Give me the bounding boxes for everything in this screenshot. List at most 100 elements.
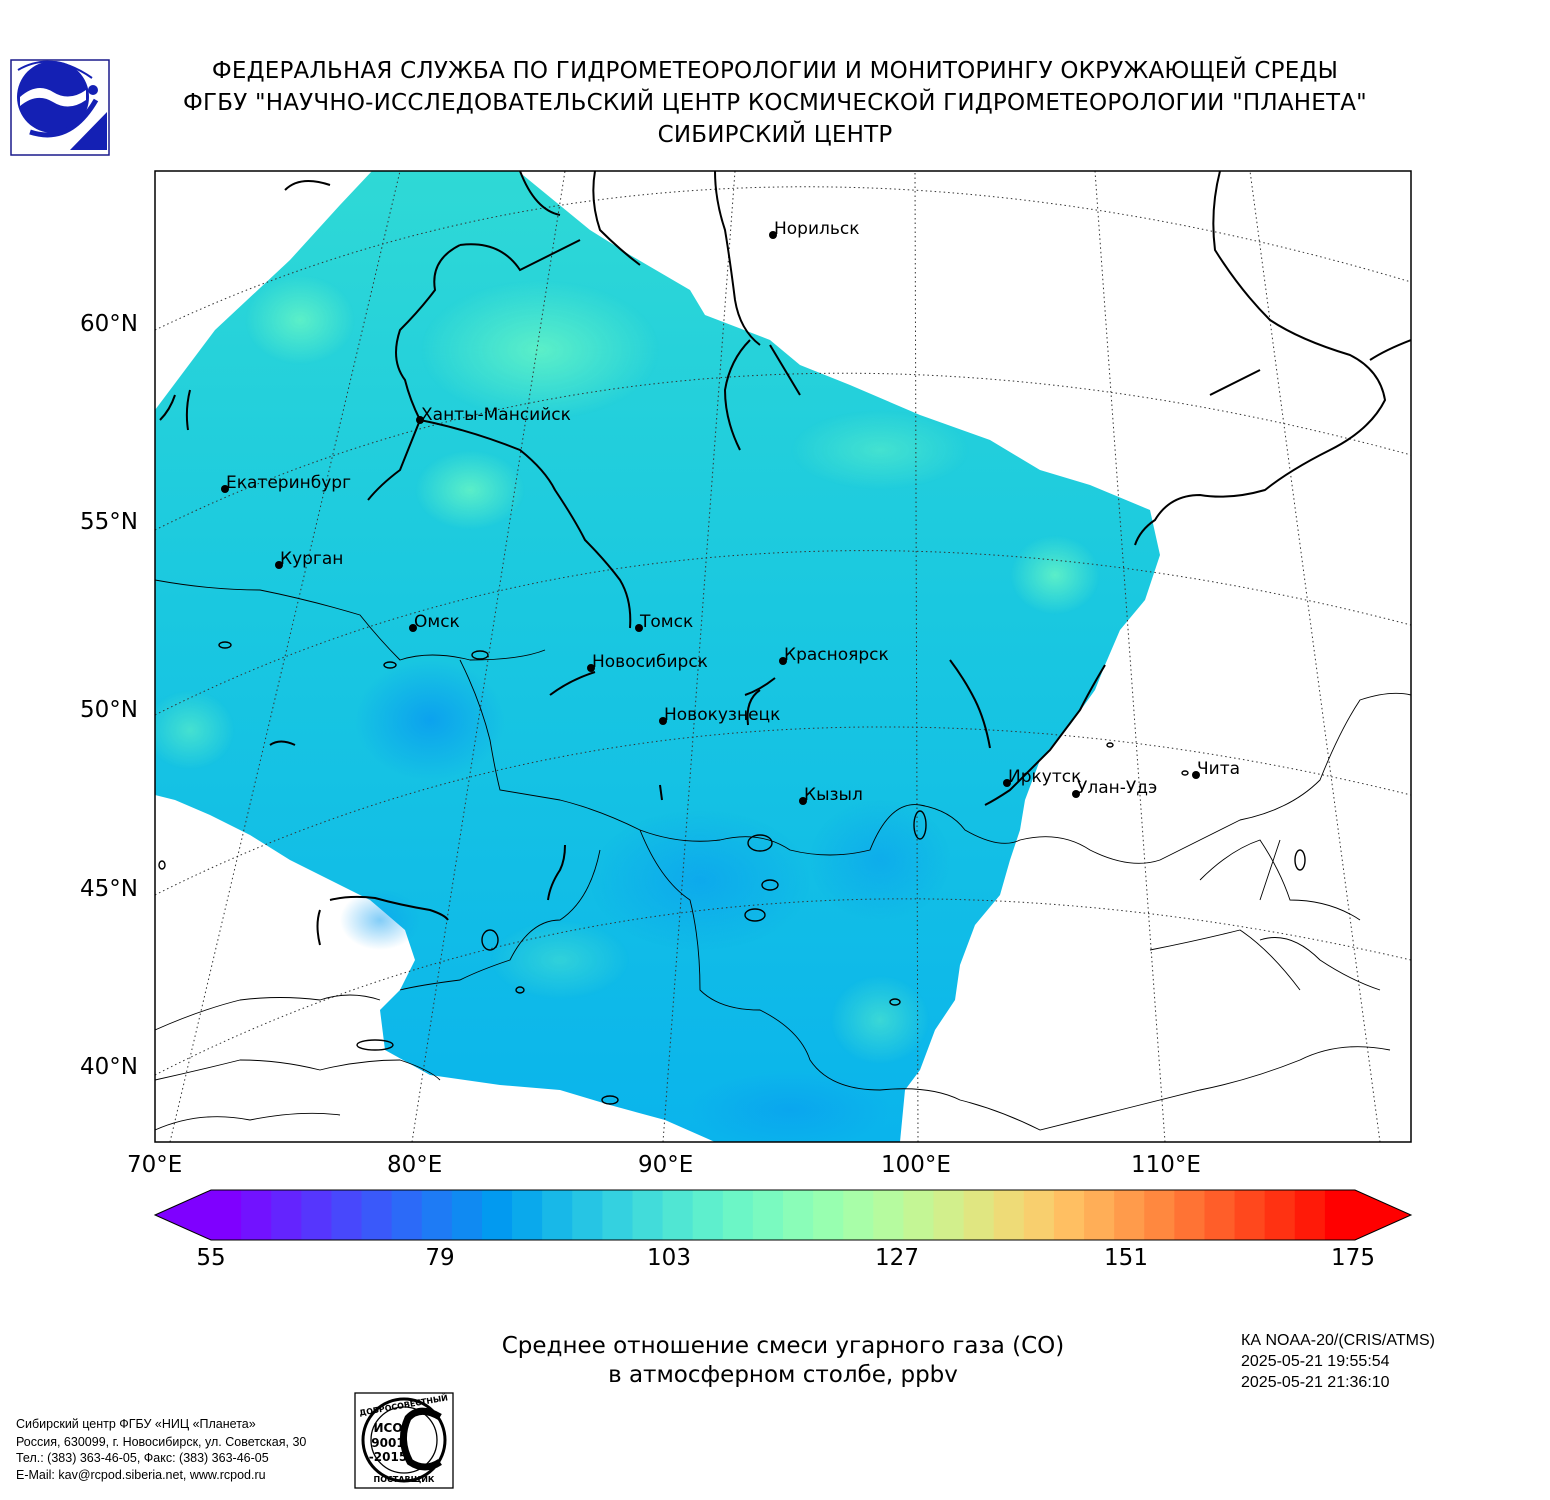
colorbar-segment bbox=[783, 1190, 814, 1240]
borders bbox=[155, 579, 1411, 1131]
svg-text:Кызыл: Кызыл bbox=[804, 785, 863, 805]
lon-label-90: 90°E bbox=[638, 1152, 694, 1178]
city-tomsk: Томск bbox=[635, 612, 693, 632]
colorbar-segment bbox=[1234, 1190, 1266, 1240]
colorbar-segment bbox=[903, 1190, 935, 1240]
colorbar-segment bbox=[692, 1190, 724, 1240]
colorbar-segment bbox=[211, 1190, 242, 1240]
colorbar-segment bbox=[873, 1190, 905, 1240]
footer-email: E-Mail: kav@rcpod.siberia.net, www.rcpod… bbox=[16, 1468, 266, 1482]
colorbar-tick-103: 103 bbox=[647, 1245, 691, 1271]
colorbar-tick-151: 151 bbox=[1104, 1245, 1148, 1271]
colorbar-segment bbox=[391, 1190, 423, 1240]
colorbar-segment bbox=[722, 1190, 754, 1240]
lon-label-80: 80°E bbox=[387, 1152, 443, 1178]
svg-text:Иркутск: Иркутск bbox=[1008, 767, 1081, 787]
lon-label-100: 100°E bbox=[881, 1152, 951, 1178]
lat-label-50: 50°N bbox=[80, 697, 138, 723]
colorbar-segment bbox=[241, 1190, 272, 1240]
colorbar-tick-175: 175 bbox=[1331, 1245, 1375, 1271]
colorbar-segment bbox=[542, 1190, 573, 1240]
cert-number-text: 9001 bbox=[371, 1436, 404, 1450]
svg-text:Новокузнецк: Новокузнецк bbox=[664, 705, 780, 725]
header-title-line2: ФГБУ "НАУЧНО-ИССЛЕДОВАТЕЛЬСКИЙ ЦЕНТР КОС… bbox=[183, 90, 1367, 116]
svg-text:Новосибирск: Новосибирск bbox=[592, 652, 708, 672]
cert-year-text: -2015 bbox=[369, 1450, 407, 1464]
lon-label-70: 70°E bbox=[127, 1152, 183, 1178]
colorbar-segment bbox=[331, 1190, 363, 1240]
caption-line1: Среднее отношение смеси угарного газа (C… bbox=[501, 1333, 1065, 1359]
svg-text:Норильск: Норильск bbox=[774, 219, 860, 239]
header-title-line1: ФЕДЕРАЛЬНАЯ СЛУЖБА ПО ГИДРОМЕТЕОРОЛОГИИ … bbox=[211, 58, 1339, 84]
colorbar-segment bbox=[512, 1190, 543, 1240]
city-novokuznetsk: Новокузнецк bbox=[659, 705, 780, 725]
colorbar-segment bbox=[1023, 1190, 1055, 1240]
graticule bbox=[155, 171, 1411, 1142]
colorbar-tick-127: 127 bbox=[875, 1245, 919, 1271]
planeta-logo bbox=[10, 59, 110, 156]
colorbar-segment bbox=[361, 1190, 393, 1240]
colorbar-segment bbox=[1174, 1190, 1206, 1240]
lat-label-60: 60°N bbox=[80, 311, 138, 337]
colorbar-segment bbox=[1053, 1190, 1085, 1240]
colorbar-segment bbox=[632, 1190, 664, 1240]
colorbar-segment bbox=[602, 1190, 634, 1240]
cert-iso-text: ИСО bbox=[373, 1421, 402, 1435]
city-krasnoyarsk: Красноярск bbox=[779, 645, 889, 665]
colorbar-segment bbox=[752, 1190, 784, 1240]
colorbar-segment bbox=[451, 1190, 483, 1240]
colorbar-segment bbox=[1324, 1190, 1356, 1240]
svg-text:Омск: Омск bbox=[414, 612, 460, 632]
lat-label-40: 40°N bbox=[80, 1054, 138, 1080]
lon-label-110: 110°E bbox=[1131, 1152, 1201, 1178]
svg-text:Чита: Чита bbox=[1197, 759, 1240, 779]
iso-certificate-seal: ДОБРОСОВЕСТНЫЙ ИСО 9001 -2015 ПОСТАВЩИК bbox=[354, 1391, 454, 1489]
colorbar-segment bbox=[933, 1190, 965, 1240]
time-start: 2025-05-21 19:55:54 bbox=[1241, 1353, 1390, 1370]
city-norilsk: Норильск bbox=[769, 219, 860, 239]
footer-phones: Тел.: (383) 363-46-05, Факс: (383) 363-4… bbox=[16, 1451, 269, 1465]
city-chita: Чита bbox=[1192, 759, 1240, 779]
svg-text:Красноярск: Красноярск bbox=[784, 645, 889, 665]
colorbar-segment bbox=[1204, 1190, 1236, 1240]
map-frame bbox=[154, 170, 1412, 1143]
colorbar bbox=[153, 1189, 1413, 1241]
svg-text:Курган: Курган bbox=[280, 549, 343, 569]
city-kurgan: Курган bbox=[275, 549, 343, 569]
colorbar-segment bbox=[963, 1190, 995, 1240]
colorbar-segment bbox=[1144, 1190, 1175, 1240]
svg-text:Томск: Томск bbox=[639, 612, 693, 632]
city-irkutsk: Иркутск bbox=[1003, 767, 1081, 787]
colorbar-extend-low bbox=[155, 1190, 211, 1240]
colorbar-segment bbox=[1114, 1190, 1145, 1240]
colorbar-segment bbox=[1294, 1190, 1326, 1240]
svg-text:Ханты-Мансийск: Ханты-Мансийск bbox=[421, 405, 571, 425]
colorbar-segment bbox=[843, 1190, 874, 1240]
city-ulan-ude: Улан-Удэ bbox=[1072, 778, 1157, 798]
colorbar-segment bbox=[993, 1190, 1025, 1240]
colorbar-tick-55: 55 bbox=[196, 1245, 226, 1271]
city-omsk: Омск bbox=[409, 612, 460, 632]
cert-bottom-text: ПОСТАВЩИК bbox=[374, 1475, 435, 1484]
colorbar-segment bbox=[1264, 1190, 1296, 1240]
rivers-coastlines bbox=[159, 171, 1411, 946]
header-title-line3: СИБИРСКИЙ ЦЕНТР bbox=[657, 122, 893, 148]
city-markers: Норильск Ханты-Мансийск Екатеринбург Кур… bbox=[221, 219, 1240, 805]
city-ekaterinburg: Екатеринбург bbox=[221, 473, 351, 493]
svg-text:Екатеринбург: Екатеринбург bbox=[226, 473, 351, 493]
colorbar-segment bbox=[1084, 1190, 1115, 1240]
colorbar-segment bbox=[271, 1190, 302, 1240]
footer-address: Россия, 630099, г. Новосибирск, ул. Сове… bbox=[16, 1435, 307, 1449]
city-kyzyl: Кызыл bbox=[799, 785, 863, 805]
footer-org: Сибирский центр ФГБУ «НИЦ «Планета» bbox=[16, 1417, 256, 1431]
lat-label-45: 45°N bbox=[80, 876, 138, 902]
city-khanty-mansiysk: Ханты-Мансийск bbox=[416, 405, 571, 425]
colorbar-tick-79: 79 bbox=[425, 1245, 455, 1271]
lakes bbox=[158, 641, 1306, 1105]
colorbar-segment bbox=[301, 1190, 333, 1240]
city-novosibirsk: Новосибирск bbox=[587, 652, 708, 672]
colorbar-segment bbox=[421, 1190, 453, 1240]
colorbar-segment bbox=[572, 1190, 603, 1240]
svg-text:Улан-Удэ: Улан-Удэ bbox=[1077, 778, 1157, 798]
colorbar-segment bbox=[481, 1190, 513, 1240]
